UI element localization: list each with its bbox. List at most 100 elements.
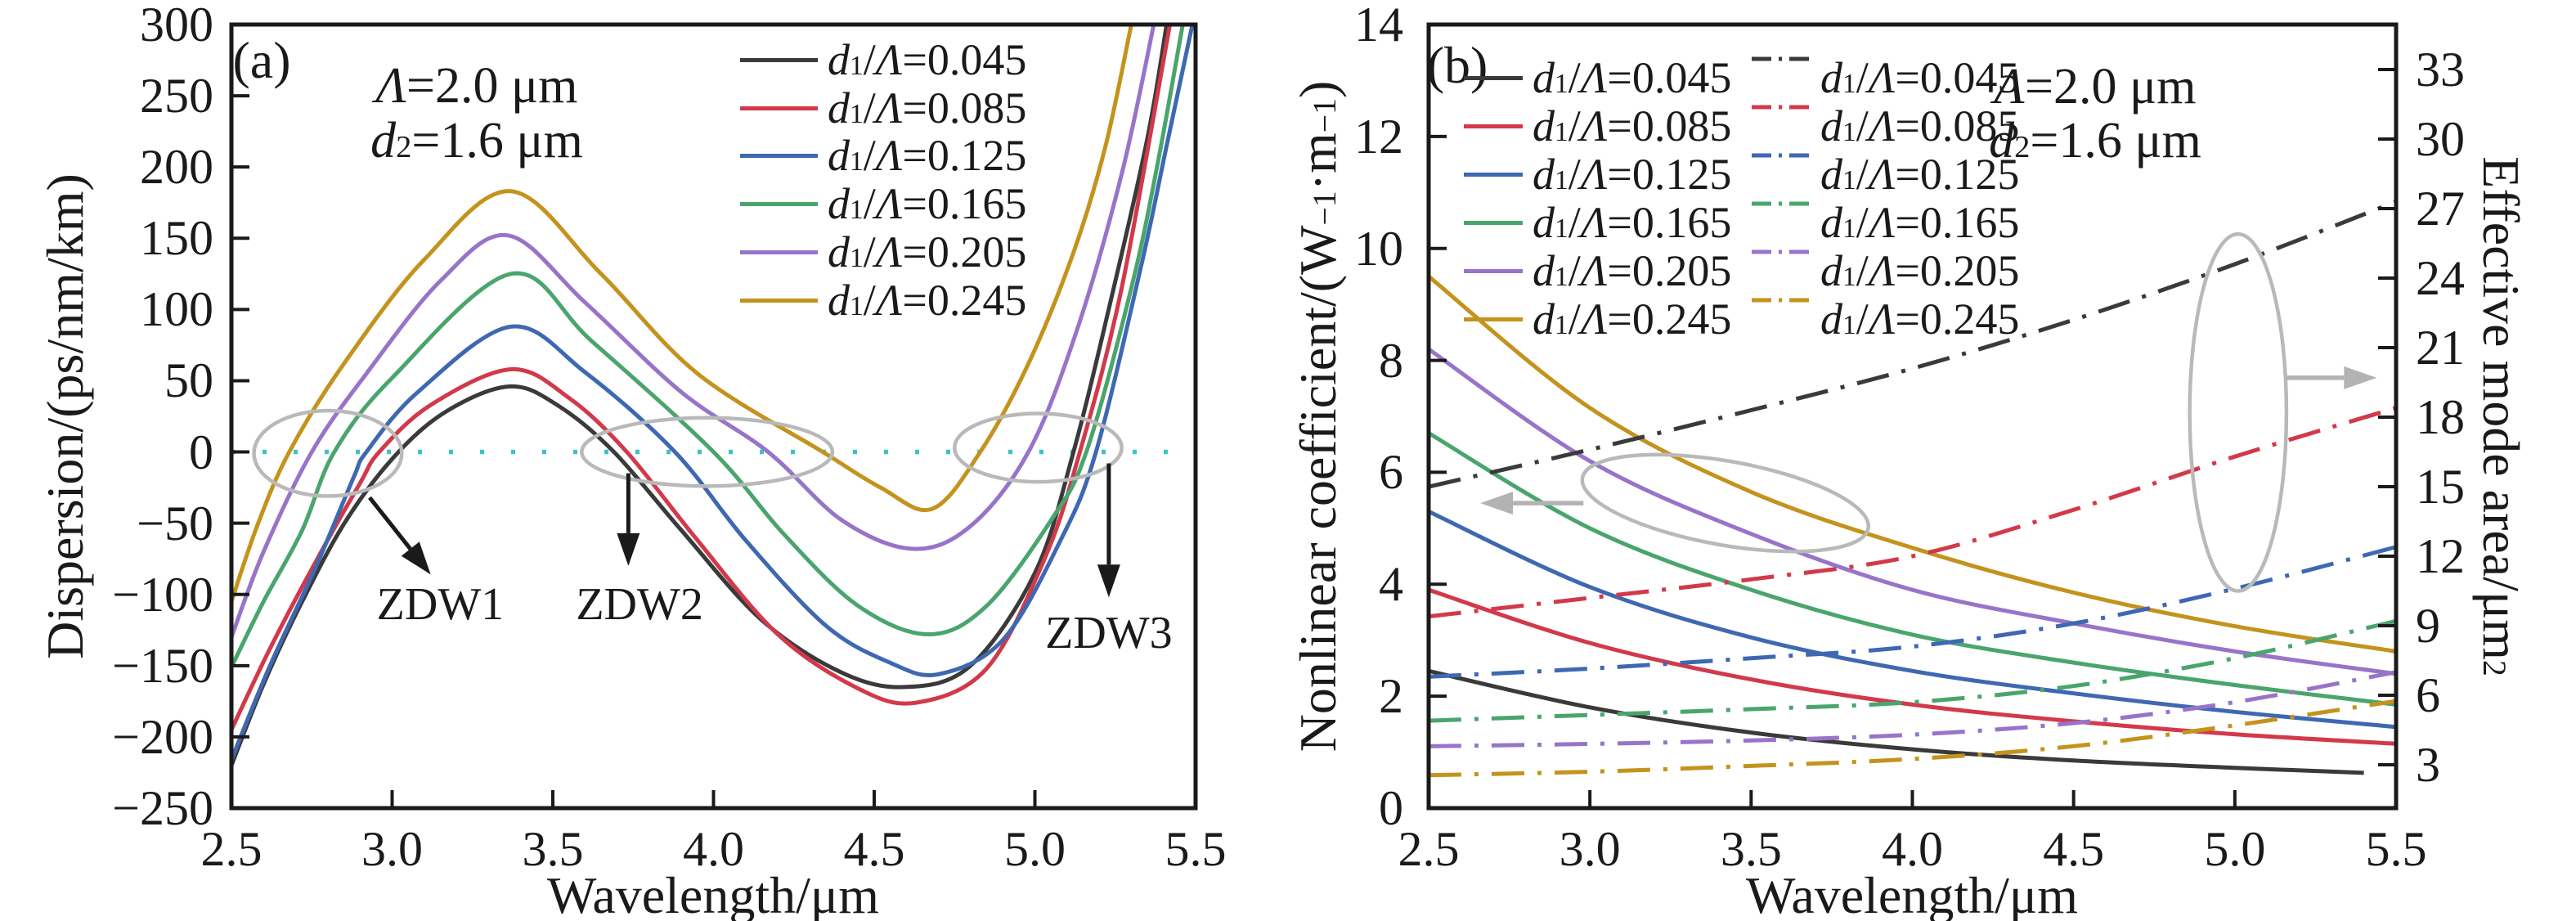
panel-a-tag: (a) [232,31,291,89]
legend-label: d1/Λ=0.125 [828,131,1027,180]
legend-line-sample [1464,75,1523,80]
dispersion-curve-red [231,25,1173,731]
legend-label: d1/Λ=0.205 [828,227,1027,276]
panel-b-legend-dashdot-item-3: d1/Λ=0.125 [1752,152,2019,196]
pointer-ellipse-dashdot-curves [2188,231,2289,593]
panel-a-xtick-5.5: 5.5 [1165,822,1227,876]
panel-b-legend-solid-item-1: d1/Λ=0.045 [1464,56,1731,100]
panel-b-xtick-3: 3.0 [1559,822,1621,876]
legend-dashdot-sample [1752,105,1811,129]
panel-a-xlabel: Wavelength/μm [547,866,879,921]
legend-line-sample [1464,220,1523,225]
panel-b-left-ytick-10: 10 [1354,221,1403,276]
panel-b-right-ytick-15: 15 [2416,460,2465,514]
legend-label: d1/Λ=0.125 [1533,150,1732,199]
panel-a-ytick--250: −250 [112,781,213,835]
panel-a-ytick--200: −200 [112,709,213,764]
panel-a-legend-item-1: d1/Λ=0.045 [740,38,1026,82]
panel-b-right-ytick-9: 9 [2416,599,2440,653]
nonlinear-coefficient-curve-black [1429,668,2364,775]
zdw-ellipse-3 [953,411,1124,484]
panel-a-legend-item-4: d1/Λ=0.165 [740,182,1026,226]
panel-b-xtick-4.5: 4.5 [2043,822,2105,876]
panel-b-xtick-3.5: 3.5 [1720,822,1782,876]
dispersion-curve-purple [231,25,1156,638]
panel-b-legend-dashdot-item-6: d1/Λ=0.245 [1752,297,2019,341]
panel-b-right-ytick-3: 3 [2416,738,2440,792]
panel-b-xtick-5: 5.0 [2204,822,2266,876]
legend-line-sample [1464,172,1523,177]
panel-a-xtick-2.5: 2.5 [200,822,263,876]
panel-b-right-ytick-27: 27 [2416,182,2465,236]
panel-b-right-ytick-24: 24 [2416,251,2465,305]
nonlinear-coefficient-curve-green [1429,431,2396,707]
panel-a-ytick--150: −150 [112,638,213,693]
dispersion-curve-gold [231,25,1133,603]
panel-b-right-ytick-18: 18 [2416,390,2465,444]
legend-label: d1/Λ=0.045 [1533,53,1732,102]
legend-line-sample [1464,268,1523,273]
zdw-ellipse-2 [580,416,835,488]
legend-dashdot-sample [1752,153,1811,177]
panel-b-right-ytick-30: 30 [2416,112,2465,166]
panel-b-legend-dashdot-item-4: d1/Λ=0.165 [1752,200,2019,245]
panel-b-left-ytick-14: 14 [1354,0,1403,52]
legend-label: d1/Λ=0.205 [1820,246,2020,295]
panel-b-left-ytick-4: 4 [1379,557,1403,612]
panel-b-tag: (b) [1426,36,1488,94]
panel-b-left-ytick-0: 0 [1379,781,1403,835]
pointer-arrow-solid-curves [1480,492,1584,515]
legend-line-sample [740,57,818,62]
zdw-label-3: ZDW3 [1045,607,1173,658]
panel-a-ytick--100: −100 [112,567,213,622]
panel-a-curves [231,25,1195,766]
legend-line-sample [740,106,818,110]
zdw-label-1: ZDW1 [376,578,505,630]
panel-a-ytick-0: 0 [189,425,213,479]
legend-line-sample [1464,124,1523,128]
panel-b-legend-solid-item-4: d1/Λ=0.165 [1464,200,1731,245]
panel-a-legend-item-3: d1/Λ=0.125 [740,133,1026,177]
panel-b-legend-solid-item-3: d1/Λ=0.125 [1464,152,1731,196]
panel-a-ytick-50: 50 [164,353,213,408]
legend-line-sample [740,201,818,206]
panel-b-xtick-5.5: 5.5 [2365,822,2427,876]
legend-line-sample [1464,317,1523,321]
legend-label: d1/Λ=0.085 [1533,101,1732,151]
panel-b-legend-solid-item-6: d1/Λ=0.245 [1464,297,1731,341]
panel-b-annotation-d2: d2=1.6 μm [1989,113,2201,168]
legend-line-sample [740,249,818,254]
pointer-ellipse-solid-curves [1580,452,1871,554]
nonlinear-coefficient-curve-red [1429,587,2396,746]
panel-b-left-ytick-8: 8 [1379,333,1403,388]
legend-label: d1/Λ=0.165 [1533,198,1732,247]
panel-b-left-ytick-12: 12 [1354,109,1403,164]
panel-a-xtick-4: 4.0 [683,822,744,876]
nonlinear-coefficient-curve-purple [1429,347,2396,676]
panel-a-legend-item-6: d1/Λ=0.245 [740,278,1026,322]
legend-dashdot-sample [1752,201,1811,226]
legend-label: d1/Λ=0.125 [1820,150,2020,199]
legend-label: d1/Λ=0.045 [828,35,1027,84]
panel-a-ylabel: Dispersion/(ps/nm/km) [36,173,94,659]
panel-b-legend-solid-item-2: d1/Λ=0.085 [1464,104,1731,148]
panel-a-annotation-pitch: Λ=2.0 μm [375,58,578,114]
legend-label: d1/Λ=0.085 [1820,101,2020,151]
panel-b-right-ytick-21: 21 [2416,321,2465,375]
zdw-arrow-2 [617,473,640,566]
panel-a-ytick-150: 150 [140,211,213,266]
legend-line-sample [740,298,818,303]
legend-dashdot-sample [1752,56,1811,81]
legend-label: d1/Λ=0.205 [1533,246,1732,295]
panel-a-xtick-4.5: 4.5 [843,822,905,876]
panel-b-ylabel-right: Effective mode area/μm2 [2472,156,2530,676]
panel-a-ytick-250: 250 [140,69,213,124]
legend-label: d1/Λ=0.165 [828,179,1027,228]
panel-a-ytick-300: 300 [140,0,213,52]
panel-b-legend-dashdot-item-1: d1/Λ=0.045 [1752,56,2019,100]
panel-b-legend-solid-item-5: d1/Λ=0.205 [1464,249,1731,293]
nonlinear-coefficient-curve-blue [1429,510,2396,730]
panel-b-left-ytick-6: 6 [1379,445,1403,500]
